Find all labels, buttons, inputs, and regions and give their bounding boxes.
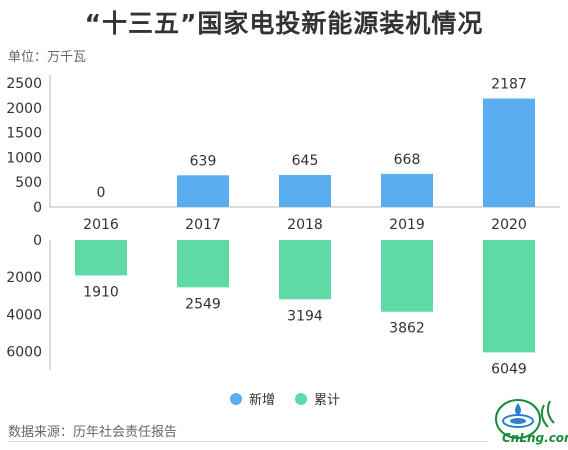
top-y-tick-label: 2500	[6, 76, 42, 92]
bar-cumulative-value-label: 1910	[83, 284, 119, 300]
legend-new-marker	[230, 392, 242, 405]
bar-cumulative	[75, 240, 127, 276]
x-category-label: 2016	[83, 217, 119, 233]
bottom-y-tick-label: 2000	[6, 270, 42, 286]
legend: 新增 累计	[230, 389, 340, 408]
bar-cumulative	[381, 240, 433, 312]
chart-area: 2500 2000 1500 1000 500 0 0 2000 4000 6000 2016 0 19…	[6, 75, 560, 377]
legend-item-new[interactable]: 新增	[230, 389, 275, 408]
bar-cumulative-value-label: 2549	[185, 296, 221, 312]
logo-text: CnLng.com	[502, 431, 568, 445]
top-y-tick-label: 2000	[6, 101, 42, 117]
legend-item-cumulative[interactable]: 累计	[295, 389, 340, 408]
bar-cumulative-value-label: 3194	[287, 308, 323, 324]
bar-cumulative-value-label: 3862	[389, 321, 425, 337]
bottom-y-tick-label: 4000	[6, 307, 42, 323]
bar-new-value-label: 668	[394, 152, 421, 168]
top-y-tick-label: 0	[33, 200, 42, 216]
bottom-divider	[8, 441, 488, 442]
cnlng-logo-icon	[495, 399, 555, 439]
bar-new-value-label: 0	[97, 185, 106, 201]
x-category-label: 2020	[491, 217, 527, 233]
bar-new-value-label: 639	[190, 153, 217, 169]
x-category-label: 2018	[287, 217, 323, 233]
bar-cumulative	[177, 240, 229, 288]
bar-new	[483, 98, 535, 207]
x-category-label: 2019	[389, 217, 425, 233]
unit-label: 单位：万千瓦	[8, 50, 87, 65]
bottom-y-tick-label: 0	[33, 233, 42, 249]
bottom-y-tick-label: 6000	[6, 344, 42, 360]
bar-cumulative	[279, 240, 331, 300]
chart-title: “十三五”国家电投新能源装机情况	[84, 9, 484, 38]
bar-new	[279, 175, 331, 207]
legend-new-label: 新增	[249, 393, 276, 408]
top-y-tick-label: 1500	[6, 126, 42, 142]
bar-new	[381, 173, 433, 207]
top-y-tick-label: 500	[15, 175, 42, 191]
bar-cumulative-value-label: 6049	[491, 361, 527, 377]
bar-new-value-label: 2187	[491, 77, 527, 93]
bar-new	[177, 175, 229, 207]
bar-new-value-label: 645	[292, 153, 319, 169]
bar-cumulative	[483, 240, 535, 353]
x-category-label: 2017	[185, 217, 221, 233]
top-y-tick-label: 1000	[6, 150, 42, 166]
source-label: 数据来源：历年社会责任报告	[8, 425, 178, 440]
legend-cumulative-marker	[295, 392, 308, 405]
legend-cumulative-label: 累计	[314, 393, 341, 408]
